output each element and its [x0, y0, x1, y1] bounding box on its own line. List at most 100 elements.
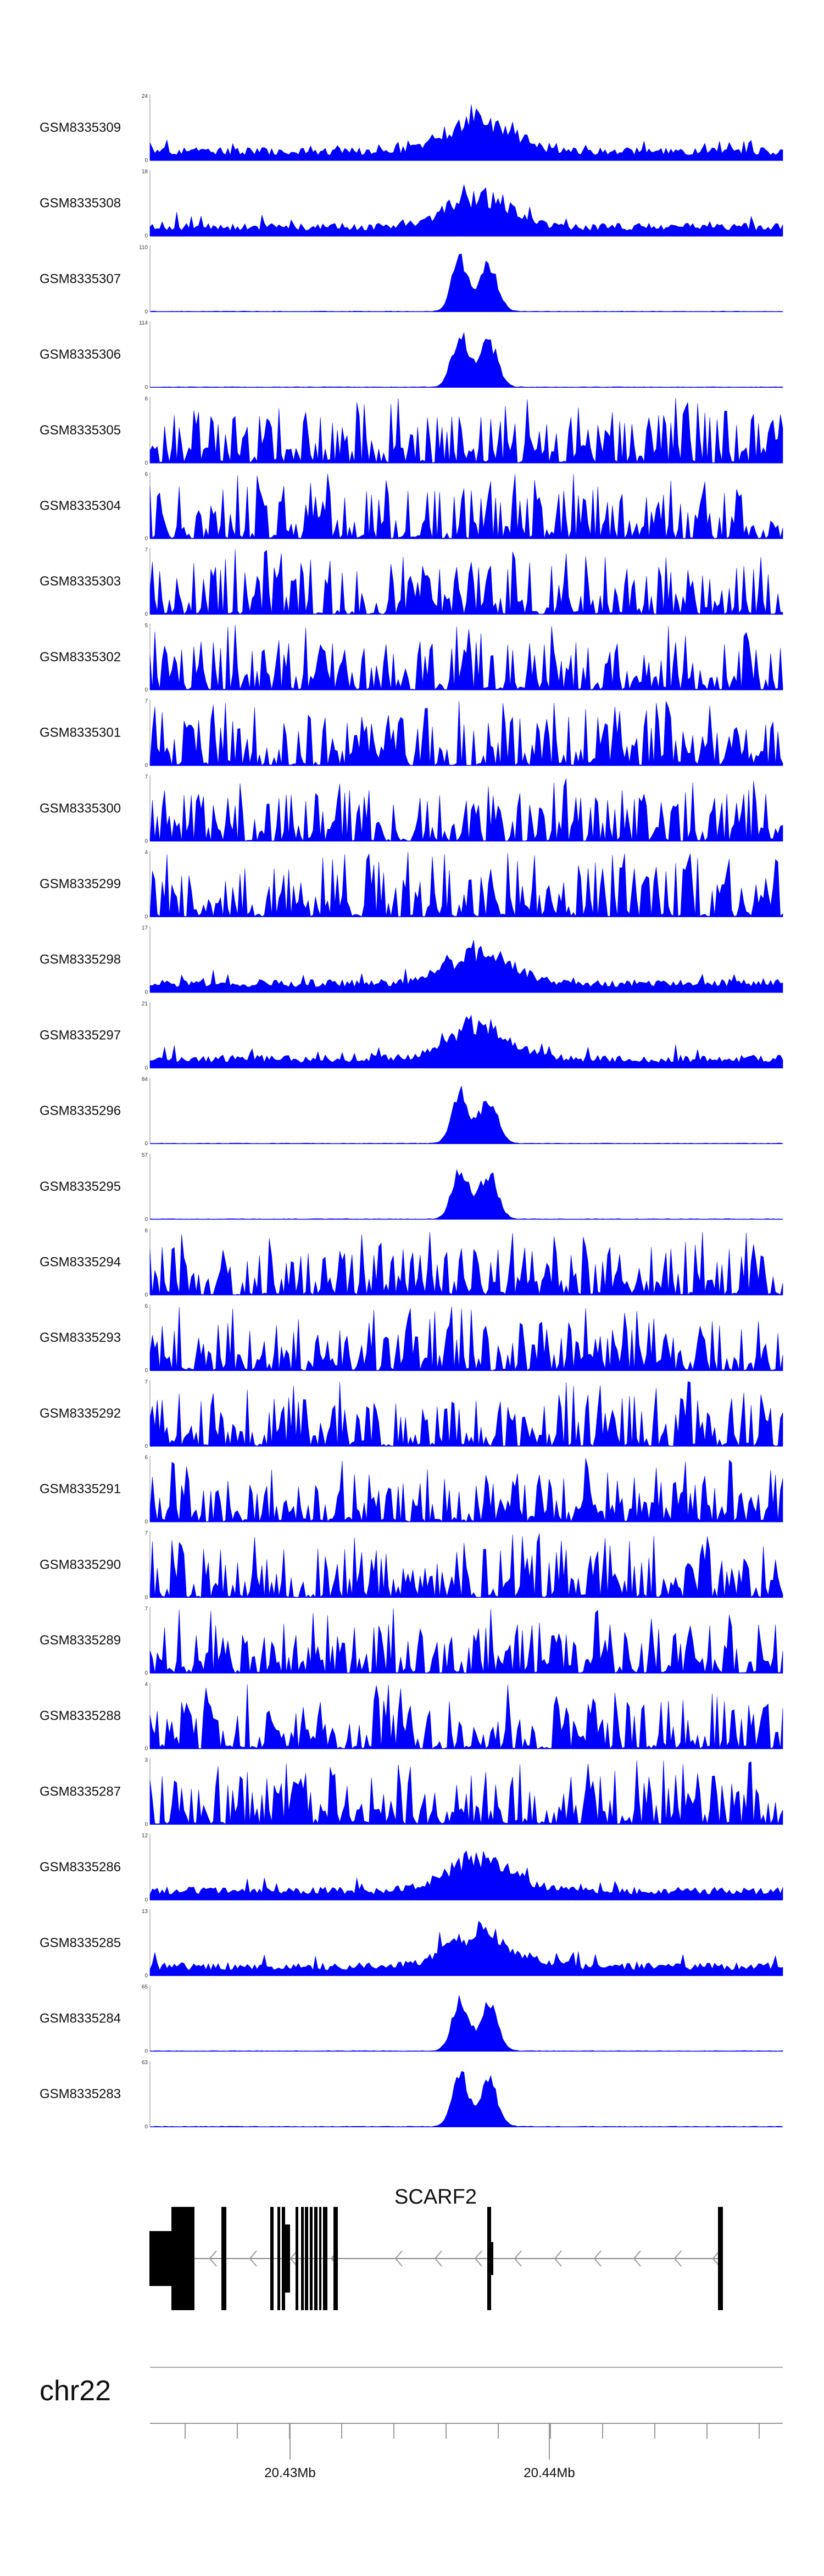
track-label: GSM8335288 — [40, 1709, 121, 1724]
track-ymax-label: 13 — [142, 1909, 148, 1915]
track-ymax-label: 12 — [142, 1833, 148, 1839]
signal-area — [149, 940, 783, 993]
track-ymax-label: 6 — [144, 472, 148, 478]
exon — [310, 2207, 313, 2310]
signal-area — [149, 1231, 783, 1296]
track-label: GSM8335286 — [40, 1860, 121, 1875]
track-GSM8335285: GSM8335285 13 0 — [40, 1909, 783, 1979]
signal-area — [149, 1850, 783, 1900]
track-label: GSM8335305 — [40, 423, 121, 438]
track-ymax-label: 7 — [144, 1530, 148, 1536]
signal-area — [149, 1458, 783, 1523]
track-ymax-label: 63 — [142, 2060, 148, 2066]
signal-area — [149, 1995, 783, 2051]
track-label: GSM8335284 — [40, 2011, 121, 2026]
track-ymax-label: 6 — [144, 396, 148, 402]
track-label: GSM8335309 — [40, 120, 121, 135]
exon — [282, 2207, 285, 2310]
axis-tick-label: 20.44Mb — [524, 2466, 575, 2480]
track-ymin-label: 0 — [144, 1519, 148, 1525]
strand-arrow — [394, 2250, 403, 2267]
track-ymin-label: 0 — [144, 1746, 148, 1752]
track-ymin-label: 0 — [144, 1141, 148, 1147]
track-GSM8335292: GSM8335292 7 0 — [40, 1379, 783, 1449]
track-label: GSM8335287 — [40, 1784, 121, 1799]
track-ymax-label: 7 — [144, 1606, 148, 1612]
exon — [718, 2207, 723, 2310]
track-ymax-label: 24 — [142, 93, 148, 99]
exon — [491, 2242, 493, 2275]
track-ymin-label: 0 — [144, 914, 148, 920]
track-ymin-label: 0 — [144, 158, 148, 164]
exon — [270, 2207, 274, 2310]
track-label: GSM8335299 — [40, 877, 121, 891]
track-ymin-label: 0 — [144, 611, 148, 617]
track-label: GSM8335296 — [40, 1103, 121, 1118]
track-GSM8335302: GSM8335302 5 0 — [40, 623, 783, 693]
signal-area — [149, 701, 783, 766]
signal-area — [149, 104, 783, 161]
strand-arrow — [554, 2250, 562, 2267]
track-GSM8335304: GSM8335304 6 0 — [40, 472, 783, 542]
track-ymax-label: 18 — [142, 169, 148, 175]
track-label: GSM8335294 — [40, 1255, 121, 1270]
signal-area — [149, 778, 783, 842]
track-ymax-label: 6 — [144, 1228, 148, 1234]
signal-area — [149, 332, 783, 388]
track-GSM8335305: GSM8335305 6 0 — [40, 396, 783, 466]
track-label: GSM8335283 — [40, 2087, 121, 2101]
signal-area — [149, 625, 783, 690]
signal-area — [149, 1760, 783, 1825]
signal-area — [149, 254, 783, 312]
track-ymin-label: 0 — [144, 2049, 148, 2055]
strand-arrow — [593, 2250, 602, 2267]
signal-area — [149, 1921, 783, 1976]
signal-area — [149, 549, 783, 615]
signal-area — [149, 1306, 783, 1371]
track-GSM8335297: GSM8335297 21 0 — [40, 1001, 783, 1071]
track-GSM8335301: GSM8335301 7 0 — [40, 699, 783, 769]
track-label: GSM8335304 — [40, 499, 121, 514]
track-ymin-label: 0 — [144, 536, 148, 542]
track-ymin-label: 0 — [144, 1973, 148, 1979]
track-GSM8335307: GSM8335307 110 0 — [40, 244, 783, 315]
track-GSM8335296: GSM8335296 84 0 — [40, 1077, 783, 1147]
track-GSM8335300: GSM8335300 7 0 — [40, 774, 783, 844]
track-GSM8335289: GSM8335289 7 0 — [40, 1606, 783, 1676]
signal-area — [149, 852, 783, 917]
exon — [296, 2207, 298, 2310]
track-ymin-label: 0 — [144, 233, 148, 239]
strand-arrow — [209, 2250, 217, 2267]
track-GSM8335298: GSM8335298 17 0 — [40, 925, 783, 996]
track-ymax-label: 4 — [144, 850, 148, 856]
track-ymax-label: 57 — [142, 1152, 148, 1158]
track-label: GSM8335297 — [40, 1028, 121, 1042]
track-ymin-label: 0 — [144, 687, 148, 693]
exon — [285, 2224, 290, 2293]
exon — [487, 2207, 491, 2310]
track-ymax-label: 7 — [144, 1379, 148, 1385]
track-ymin-label: 0 — [144, 1594, 148, 1601]
track-ymin-label: 0 — [144, 1368, 148, 1374]
track-GSM8335299: GSM8335299 4 0 — [40, 850, 783, 920]
track-GSM8335306: GSM8335306 114 0 — [40, 320, 783, 391]
track-ymax-label: 6 — [144, 1455, 148, 1461]
gene-track: SCARF2 — [149, 2185, 723, 2310]
track-GSM8335308: GSM8335308 18 0 — [40, 169, 783, 239]
track-GSM8335284: GSM8335284 65 0 — [40, 1984, 783, 2055]
strand-arrow — [712, 2250, 720, 2267]
exon — [333, 2207, 338, 2310]
track-label: GSM8335289 — [40, 1633, 121, 1648]
track-label: GSM8335301 — [40, 726, 121, 740]
track-ymin-label: 0 — [144, 1670, 148, 1676]
exon — [305, 2207, 308, 2310]
signal-area — [149, 398, 783, 464]
track-ymin-label: 0 — [144, 384, 148, 391]
track-ymax-label: 5 — [144, 623, 148, 629]
track-ymax-label: 6 — [144, 1303, 148, 1309]
track-ymin-label: 0 — [144, 309, 148, 315]
exon — [277, 2207, 280, 2310]
track-GSM8335291: GSM8335291 6 0 — [40, 1455, 783, 1525]
exon — [314, 2207, 318, 2310]
